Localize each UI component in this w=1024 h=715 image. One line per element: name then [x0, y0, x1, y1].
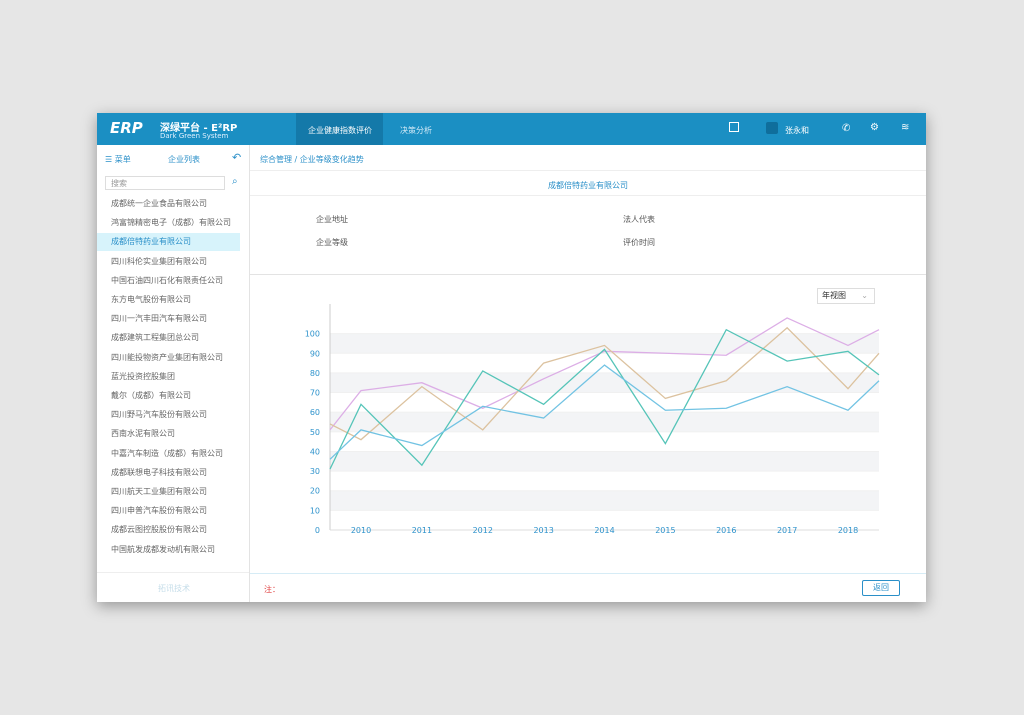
y-tick-label: 10	[310, 506, 320, 515]
breadcrumb: 综合管理 / 企业等级变化趋势	[260, 155, 364, 164]
field-label: 企业等级	[316, 238, 348, 247]
window	[97, 113, 926, 602]
company-item[interactable]: 中国石油四川石化有限责任公司	[111, 275, 223, 285]
company-item[interactable]: 东方电气股份有限公司	[111, 295, 191, 304]
avatar[interactable]	[766, 122, 778, 134]
y-tick-label: 90	[310, 349, 320, 358]
y-tick-label: 40	[310, 447, 320, 456]
view-select[interactable]: 年视图 ⌄	[817, 288, 875, 304]
company-item[interactable]: 鸿富锦精密电子（成都）有限公司	[111, 218, 231, 228]
company-item[interactable]: 西南水泥有限公司	[111, 429, 175, 439]
company-item[interactable]: 成都联想电子科技有限公司	[111, 467, 207, 477]
app-subtitle: Dark Green System	[160, 132, 229, 140]
company-item[interactable]: 中国航发成都发动机有限公司	[111, 544, 215, 554]
company-name: 成都倍特药业有限公司	[548, 181, 628, 190]
home-icon[interactable]	[729, 122, 739, 132]
y-tick-label: 70	[310, 389, 320, 398]
y-tick-label: 30	[310, 467, 320, 476]
company-item[interactable]: 四川能投物资产业集团有限公司	[111, 352, 223, 362]
company-item[interactable]: 成都建筑工程集团总公司	[111, 333, 199, 343]
back-icon[interactable]: ↶	[232, 151, 242, 164]
nav-active	[296, 113, 383, 145]
menu[interactable]: ☰ 菜单	[105, 155, 131, 164]
grid-band	[330, 451, 879, 472]
crumb[interactable]: 综合管理	[260, 155, 292, 164]
company-item[interactable]: 四川申普汽车股份有限公司	[111, 506, 207, 516]
divider	[250, 573, 926, 574]
view-select-label: 年视图	[822, 291, 846, 300]
company-item[interactable]: 中嘉汽车制造（成都）有限公司	[111, 448, 223, 458]
crumb: 企业等级变化趋势	[299, 155, 364, 164]
header-bar	[97, 113, 926, 145]
settings-icon[interactable]: ⚙	[870, 122, 879, 133]
nav-item[interactable]: 决策分析	[400, 126, 432, 135]
company-item[interactable]: 成都统一企业食品有限公司	[111, 199, 207, 208]
company-item[interactable]: 四川航天工业集团有限公司	[111, 487, 207, 496]
y-tick-label: 80	[310, 369, 320, 378]
x-tick-label: 2015	[655, 526, 675, 535]
user-name[interactable]: 张永和	[785, 126, 809, 135]
return-button[interactable]: 返回	[862, 580, 900, 596]
grid-band	[330, 412, 879, 432]
x-tick-label: 2018	[838, 526, 858, 535]
y-tick-label: 0	[315, 526, 320, 535]
sidebar-footer-line	[97, 572, 249, 573]
search-box[interactable]: 搜索	[105, 176, 225, 190]
y-tick-label: 100	[305, 330, 320, 339]
phone-icon[interactable]: ✆	[842, 123, 851, 134]
company-item[interactable]: 戴尔（成都）有限公司	[111, 391, 191, 400]
company-item[interactable]: 成都倍特药业有限公司	[97, 233, 240, 252]
nav-item[interactable]: 企业健康指数评价	[308, 126, 372, 135]
logo: ERP	[110, 119, 143, 137]
x-tick-label: 2016	[716, 526, 736, 535]
x-tick-label: 2011	[412, 526, 432, 535]
x-tick-label: 2013	[533, 526, 553, 535]
x-tick-label: 2017	[777, 526, 797, 535]
divider	[250, 274, 926, 275]
grid-band	[330, 490, 879, 511]
series-line	[329, 317, 880, 431]
x-tick-label: 2010	[351, 526, 371, 535]
company-item[interactable]: 蓝光投资控股集团	[111, 371, 175, 381]
chart: 0 10 20 30 40 50 60 70 80 90 100 2010 2011 2012 2013 20…	[305, 304, 880, 535]
divider	[250, 170, 926, 171]
series-line	[329, 326, 880, 441]
series-line	[329, 364, 880, 460]
layers-icon[interactable]: ≋	[901, 122, 910, 133]
menu-label: 菜单	[114, 155, 131, 164]
sidebar-tab[interactable]: 企业列表	[168, 155, 200, 164]
y-tick-label: 50	[310, 428, 320, 437]
note: 注：	[264, 585, 280, 594]
y-tick-label: 20	[310, 487, 320, 496]
series-line	[329, 328, 880, 470]
company-item[interactable]: 四川野马汽车股份有限公司	[111, 410, 207, 420]
app-title: 深绿平台 - E²RP	[160, 123, 238, 134]
divider	[250, 195, 926, 196]
field-label: 法人代表	[623, 215, 655, 224]
company-item[interactable]: 四川科伦实业集团有限公司	[111, 256, 207, 266]
sidebar-footer: 拓讯技术	[158, 584, 190, 593]
search-icon[interactable]: ⌕	[232, 176, 238, 187]
company-item[interactable]: 四川一汽丰田汽车有限公司	[111, 314, 207, 324]
grid-band	[330, 333, 879, 354]
field-label: 评价时间	[623, 238, 655, 247]
sidebar-divider	[249, 145, 250, 602]
field-label: 企业地址	[316, 215, 348, 224]
grid-band	[330, 372, 879, 393]
x-tick-label: 2012	[473, 526, 493, 535]
company-item[interactable]: 成都云图控股股份有限公司	[111, 525, 207, 535]
y-tick-label: 60	[310, 408, 320, 417]
x-tick-label: 2014	[594, 526, 614, 535]
